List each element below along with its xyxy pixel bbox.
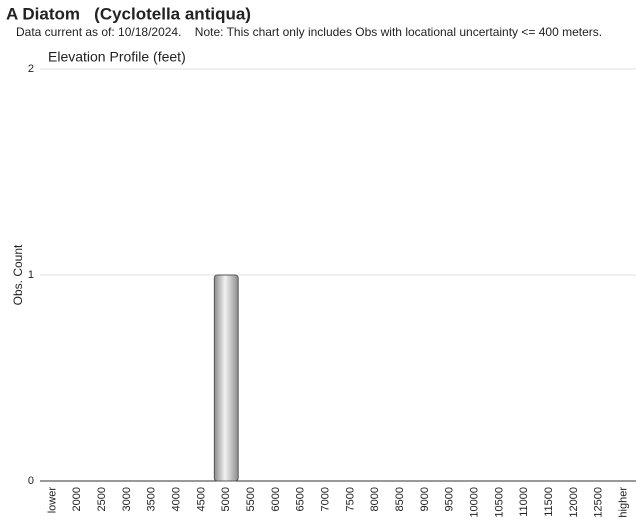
x-tick-label: 11500 — [543, 487, 555, 517]
y-tick-label: 1 — [28, 269, 34, 281]
x-tick-label: 7000 — [319, 487, 331, 511]
x-tick-label: 10500 — [493, 487, 505, 518]
x-tick-label: 3500 — [146, 487, 158, 511]
x-tick-label: 5500 — [245, 487, 257, 511]
x-tick-label: 10000 — [468, 487, 480, 518]
y-axis-label: Obs. Count — [11, 244, 25, 305]
x-tick-label: 8500 — [394, 487, 406, 511]
x-tick-label: 9500 — [444, 487, 456, 511]
x-tick-label: 2000 — [71, 487, 83, 511]
x-tick-label: higher — [617, 487, 629, 518]
x-tick-label: 2500 — [96, 487, 108, 511]
chart-title: Elevation Profile (feet) — [48, 49, 186, 65]
y-tick-label: 2 — [28, 63, 34, 75]
x-tick-label: 6500 — [295, 487, 307, 511]
x-tick-label: 6000 — [270, 487, 282, 511]
x-tick-label: lower — [46, 487, 58, 514]
subtitle: Data current as of: 10/18/2024. Note: Th… — [16, 25, 602, 39]
x-tick-label: 12000 — [568, 487, 580, 518]
x-tick-label: 11000 — [518, 487, 530, 517]
x-tick-label: 4500 — [195, 487, 207, 511]
x-tick-label: 4000 — [170, 487, 182, 511]
x-tick-label: 5000 — [220, 487, 232, 511]
x-tick-label: 9000 — [419, 487, 431, 511]
page-title: A Diatom (Cyclotella antiqua) — [6, 4, 251, 23]
x-tick-label: 8000 — [369, 487, 381, 511]
bar — [213, 274, 239, 482]
x-tick-label: 3000 — [121, 487, 133, 511]
y-tick-label: 0 — [28, 475, 34, 487]
x-tick-label: 12500 — [593, 487, 605, 518]
x-tick-label: 7500 — [344, 487, 356, 511]
